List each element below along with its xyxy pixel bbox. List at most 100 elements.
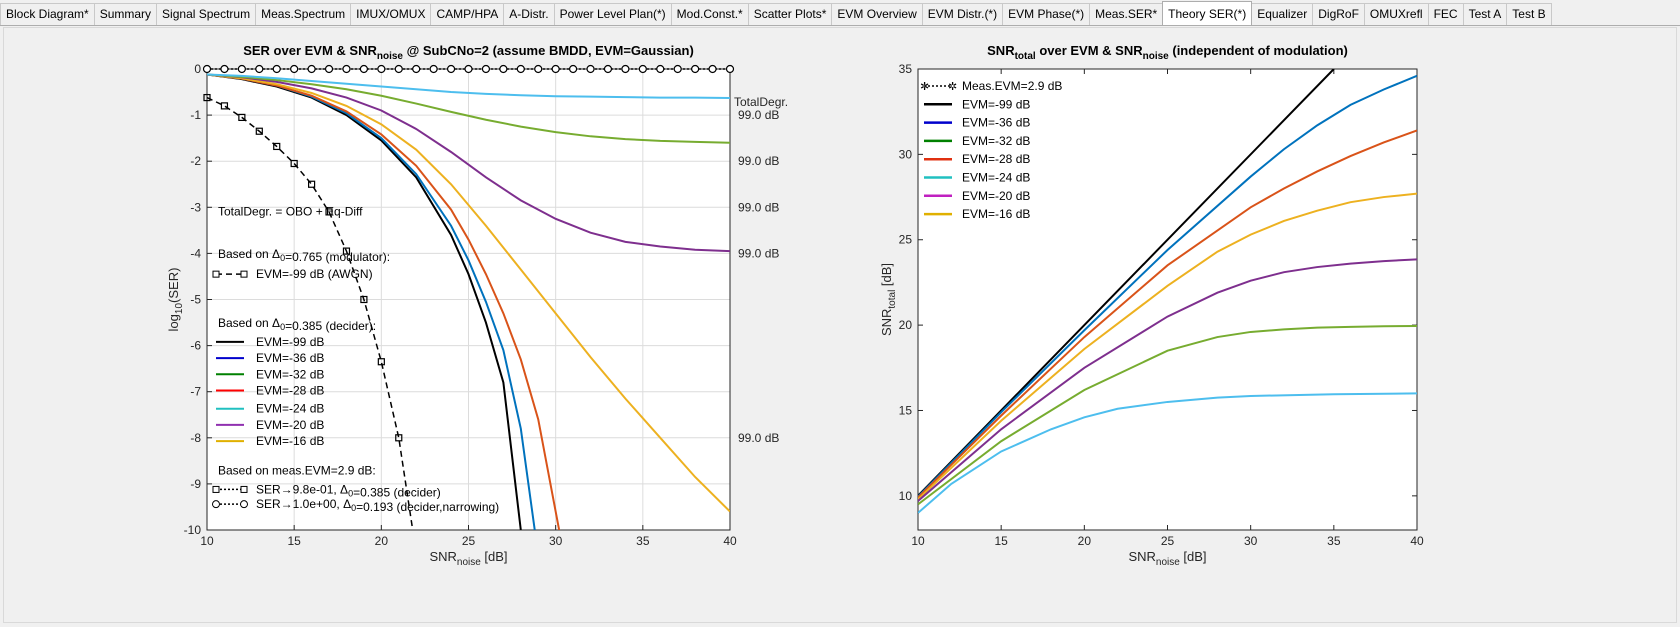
ser-y-tick-label: -9	[190, 477, 201, 491]
ser-y-tick-label: -2	[190, 154, 201, 168]
tab-meas-spectrum[interactable]: Meas.Spectrum	[255, 3, 352, 25]
tab-theory-ser[interactable]: Theory SER(*)	[1162, 1, 1253, 25]
snr-plot-area	[918, 69, 1417, 530]
tab-imux-omux[interactable]: IMUX/OMUX	[350, 3, 432, 25]
ser-meas-marker	[603, 64, 613, 74]
ser-meas-marker	[516, 64, 525, 74]
ser-x-tick-label: 30	[549, 534, 563, 548]
ser-x-tick-label: 20	[375, 534, 389, 548]
ser-meas-marker	[586, 64, 595, 74]
ser-awgn-marker	[308, 180, 316, 188]
ser-meas-marker	[499, 64, 508, 74]
ser-awgn-marker	[325, 208, 333, 216]
tab-scatter-plots[interactable]: Scatter Plots*	[747, 3, 833, 25]
ser-x-tick-label: 10	[200, 534, 214, 548]
snr-x-tick-label: 25	[1161, 534, 1175, 548]
ser-meas-marker	[359, 64, 368, 74]
ser-meas-marker	[220, 64, 229, 74]
ser-meas-marker	[551, 64, 560, 74]
ser-meas-marker	[708, 64, 717, 74]
ser-awgn-marker	[273, 142, 281, 151]
ser-meas-marker	[324, 64, 334, 74]
ser-annotation-meas-header: Based on meas.EVM=2.9 dB:	[218, 464, 376, 478]
content-panel: 10 15 20 25 30 35 40 0 -1 -2 -3 -4 -5 -6 -7 -8 -9 -10 SER …	[3, 27, 1677, 623]
ser-y-tick-label: -10	[184, 523, 202, 537]
snr-curve	[918, 192, 1417, 500]
snr-legend-text: Meas.EVM=2.9 dB	[962, 79, 1062, 93]
ser-meas-marker	[481, 64, 491, 74]
snr-y-axis-label: SNRtotal [dB]	[879, 263, 898, 336]
tab-test-a[interactable]: Test A	[1462, 3, 1508, 25]
snr-x-tick-label: 15	[994, 534, 1008, 548]
ser-chart: 10 15 20 25 30 35 40 0 -1 -2 -3 -4 -5 -6 -7 -8 -9 -10 SER …	[166, 43, 788, 568]
tab-a-distr[interactable]: A-Distr.	[503, 3, 555, 25]
ser-legend-text: EVM=-32 dB	[256, 367, 324, 381]
ser-legend-meas1-marker	[240, 485, 248, 493]
ser-meas-marker	[673, 64, 682, 74]
snr-x-tick-label: 35	[1327, 534, 1341, 548]
ser-y-tick-label: -5	[190, 293, 201, 307]
snr-y-tick-label: 10	[899, 489, 913, 503]
ser-awgn-marker	[203, 93, 211, 102]
tab-evm-overview[interactable]: EVM Overview	[831, 3, 923, 25]
ser-meas-marker	[394, 64, 403, 74]
ser-y-tick-label: -6	[190, 339, 201, 353]
snr-chart: 10 15 20 25 30 35 40 10 15 20 25 30 35 SNRtotal over …	[879, 43, 1424, 568]
snr-x-tick-label: 10	[911, 534, 925, 548]
ser-meas-marker	[691, 64, 700, 74]
ser-awgn-marker	[360, 295, 368, 304]
ser-legend-text: EVM=-20 dB	[256, 418, 324, 432]
ser-meas-marker	[621, 64, 630, 74]
ser-right-label: 99.0 dB	[738, 200, 779, 214]
snr-legend-text: EVM=-24 dB	[962, 171, 1030, 185]
ser-x-axis-label: SNRnoise [dB]	[429, 549, 507, 568]
ser-awgn-marker	[220, 102, 229, 110]
ser-awgn-marker	[290, 159, 298, 168]
snr-legend-text: EVM=-20 dB	[962, 189, 1030, 203]
ser-y-tick-label: -4	[190, 246, 201, 260]
snr-y-tick-label: 20	[899, 318, 913, 332]
snr-curve	[918, 258, 1417, 502]
ser-awgn-marker	[395, 434, 403, 442]
ser-awgn-marker	[377, 358, 385, 366]
ser-legend-text: EVM=-99 dB	[256, 335, 324, 349]
ser-right-label: 99.0 dB	[738, 246, 779, 260]
ser-meas-marker	[307, 64, 316, 74]
tab-power-level-plan[interactable]: Power Level Plan(*)	[553, 3, 672, 25]
ser-y-tick-label: -1	[190, 108, 201, 122]
ser-meas-marker	[342, 64, 351, 74]
ser-meas-marker	[202, 64, 212, 74]
snr-y-tick-label: 25	[899, 233, 913, 247]
tab-digrof[interactable]: DigRoF	[1312, 3, 1365, 25]
ser-y-tick-label: -8	[190, 431, 201, 445]
ser-meas-marker	[638, 64, 647, 74]
tab-mod-const[interactable]: Mod.Const.*	[670, 3, 749, 25]
tab-block-diagram[interactable]: Block Diagram*	[0, 3, 95, 25]
ser-y-axis-label: log10(SER)	[166, 268, 185, 332]
snr-x-tick-label: 20	[1078, 534, 1092, 548]
ser-y-tick-label: -3	[190, 200, 201, 214]
snr-legend-text: EVM=-16 dB	[962, 207, 1030, 221]
ser-annotation-mod-header: Based on Δ0=0.765 (modulator):	[218, 247, 390, 264]
ser-meas-marker	[237, 64, 246, 74]
star-icon: ✲	[948, 81, 957, 93]
ser-legend-awgn-text: EVM=-99 dB (AWGN)	[256, 267, 373, 281]
snr-y-tick-label: 15	[899, 403, 913, 417]
tab-equalizer[interactable]: Equalizer	[1251, 3, 1314, 25]
ser-curve	[207, 73, 730, 144]
tab-fec[interactable]: FEC	[1427, 3, 1464, 25]
tab-evm-phase[interactable]: EVM Phase(*)	[1002, 3, 1091, 25]
snr-chart-title: SNRtotal over EVM & SNRnoise (independen…	[987, 43, 1348, 62]
ser-meas-marker	[446, 64, 456, 74]
tab-signal-spectrum[interactable]: Signal Spectrum	[156, 3, 257, 25]
tab-evm-distr[interactable]: EVM Distr.(*)	[921, 3, 1004, 25]
snr-legend-text: EVM=-28 dB	[962, 152, 1030, 166]
tab-camp-hpa[interactable]: CAMP/HPA	[430, 3, 505, 25]
tab-omuxrefl[interactable]: OMUXrefl	[1363, 3, 1429, 25]
ser-awgn-marker	[342, 247, 351, 255]
tab-test-b[interactable]: Test B	[1506, 3, 1552, 25]
tab-meas-ser[interactable]: Meas.SER*	[1089, 3, 1164, 25]
ser-x-tick-label: 35	[636, 534, 650, 548]
tab-summary[interactable]: Summary	[93, 3, 158, 25]
ser-meas-marker	[377, 64, 386, 74]
